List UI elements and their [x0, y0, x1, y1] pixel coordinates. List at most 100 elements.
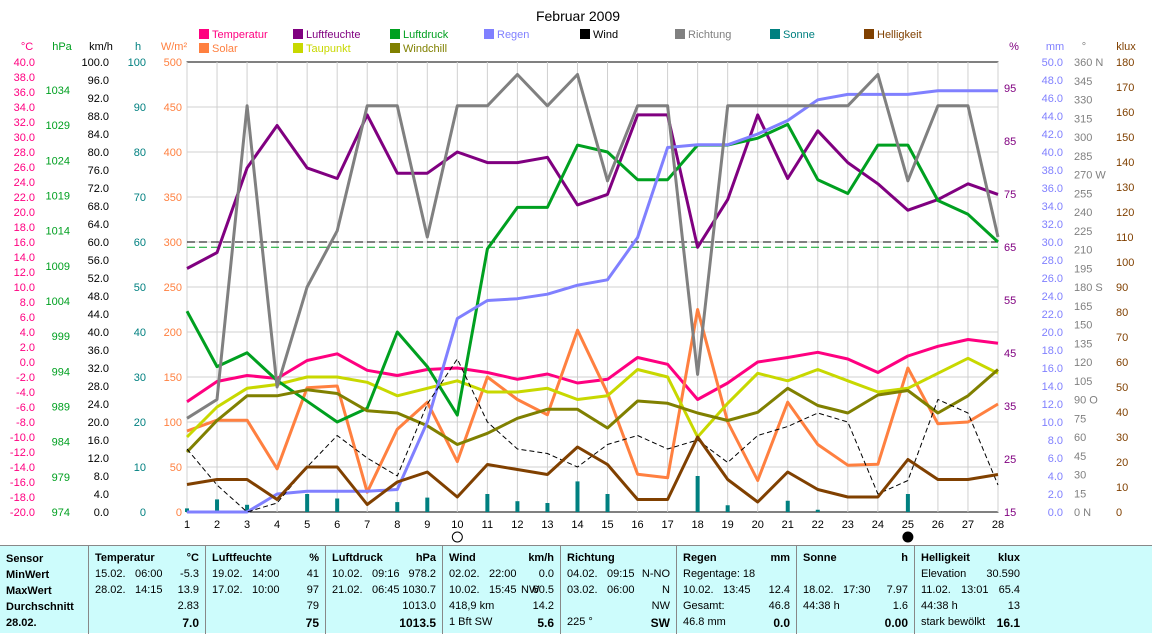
tick-label-light: 120 — [1116, 207, 1134, 219]
tick-label-light: 130 — [1116, 182, 1134, 194]
tick-label-wind: 52.0 — [88, 273, 109, 285]
tick-label-sun: 40 — [134, 327, 146, 339]
rain-unit: mm — [770, 552, 790, 564]
series-line-windchill — [185, 368, 999, 454]
tick-label-light: 90 — [1116, 282, 1128, 294]
tick-label-wind: 88.0 — [88, 111, 109, 123]
x-tick-label: 25 — [902, 519, 914, 531]
stats-rowlabels: Sensor MinWert MaxWert Durchschnitt 28.0… — [0, 546, 88, 634]
tick-label-pressure: 984 — [52, 437, 70, 449]
chart-series — [185, 73, 1000, 514]
tick-label-rain: 2.0 — [1048, 489, 1063, 501]
tick-label-temp: 22.0 — [14, 192, 35, 204]
tick-label-rain: 22.0 — [1042, 309, 1063, 321]
sun-title: Sonne — [803, 552, 837, 564]
sun-sum: 44:38 h — [803, 600, 840, 612]
tick-label-pressure: 1024 — [46, 155, 70, 167]
temp-max-time: 14:15 — [135, 584, 163, 596]
legend-swatch — [293, 29, 303, 39]
dir-max-val: N — [662, 584, 670, 596]
bar-sonne — [815, 509, 820, 512]
new-moon-icon — [451, 531, 463, 543]
tick-label-temp: 18.0 — [14, 222, 35, 234]
tick-label-wind: 24.0 — [88, 399, 109, 411]
light-max-date: 11.02. — [921, 584, 951, 596]
light-avg: 13 — [1007, 600, 1020, 612]
tick-label-humidity: 35 — [1004, 401, 1016, 413]
press-unit: hPa — [415, 552, 436, 564]
tick-label-temp: -20.0 — [10, 507, 35, 519]
tick-label-direction: 135 — [1074, 338, 1092, 350]
tick-label-light: 150 — [1116, 132, 1134, 144]
x-tick-label: 23 — [842, 519, 854, 531]
rain-current-mm: 46.8 mm — [683, 616, 726, 628]
tick-label-temp: 0.0 — [20, 357, 35, 369]
tick-label-direction: 15 — [1074, 488, 1086, 500]
x-tick-label: 27 — [962, 519, 974, 531]
sun-max-time: 17:30 — [843, 584, 871, 596]
tick-label-rain: 48.0 — [1042, 75, 1063, 87]
tick-label-rain: 44.0 — [1042, 111, 1063, 123]
legend-swatch — [770, 29, 780, 39]
press-title: Luftdruck — [332, 552, 383, 564]
x-tick-label: 5 — [304, 519, 310, 531]
tick-label-rain: 30.0 — [1042, 237, 1063, 249]
tick-label-solar: 400 — [164, 147, 182, 159]
x-tick-label: 3 — [244, 519, 250, 531]
x-tick-label: 2 — [214, 519, 220, 531]
tick-label-sun: 30 — [134, 372, 146, 384]
tick-label-rain: 16.0 — [1042, 363, 1063, 375]
tick-label-solar: 50 — [170, 462, 182, 474]
temp-max-date: 28.02. — [95, 584, 126, 596]
tick-label-rain: 24.0 — [1042, 291, 1063, 303]
tick-label-temp: -4.0 — [16, 387, 35, 399]
tick-label-wind: 64.0 — [88, 219, 109, 231]
tick-label-wind: 80.0 — [88, 147, 109, 159]
legend-label: Helligkeit — [877, 29, 922, 41]
tick-label-rain: 42.0 — [1042, 129, 1063, 141]
tick-label-direction: 285 — [1074, 151, 1092, 163]
rain-current: 0.0 — [773, 616, 790, 630]
full-moon-icon — [902, 531, 914, 543]
chart-title: Februar 2009 — [536, 8, 620, 24]
light-title: Helligkeit — [921, 552, 970, 564]
tick-label-humidity: 25 — [1004, 454, 1016, 466]
bar-sonne — [725, 505, 730, 512]
unit-label-sun: h — [135, 41, 141, 53]
x-tick-label: 18 — [692, 519, 704, 531]
tick-label-direction: 360 N — [1074, 57, 1103, 69]
temp-title: Temperatur — [95, 552, 155, 564]
dir-max-time: 06:00 — [607, 584, 635, 596]
tick-label-wind: 8.0 — [94, 471, 109, 483]
tick-label-temp: 26.0 — [14, 162, 35, 174]
header-label: Sensor — [6, 553, 44, 565]
series-line-richtung — [186, 73, 1000, 420]
unit-label-wind: km/h — [89, 41, 113, 53]
rain-days: Regentage: 18 — [683, 568, 756, 580]
tick-label-solar: 500 — [164, 57, 182, 69]
tick-label-direction: 60 — [1074, 432, 1086, 444]
min-label: MinWert — [6, 569, 50, 581]
hum-current: 75 — [305, 616, 319, 630]
tick-label-temp: -8.0 — [16, 417, 35, 429]
tick-label-temp: 34.0 — [14, 102, 35, 114]
tick-label-light: 50 — [1116, 382, 1128, 394]
press-min-val: 978.2 — [408, 568, 436, 580]
x-tick-label: 19 — [722, 519, 734, 531]
tick-label-temp: 12.0 — [14, 267, 35, 279]
temp-current: 7.0 — [182, 616, 199, 630]
tick-label-pressure: 1009 — [46, 261, 70, 273]
tick-label-direction: 225 — [1074, 226, 1092, 238]
tick-label-rain: 50.0 — [1042, 57, 1063, 69]
tick-label-direction: 180 S — [1074, 282, 1103, 294]
unit-label-direction: ° — [1082, 41, 1086, 53]
tick-label-direction: 195 — [1074, 263, 1092, 275]
hum-min-date: 19.02. — [212, 568, 243, 580]
light-unit: klux — [997, 552, 1020, 564]
tick-label-direction: 0 N — [1074, 507, 1091, 519]
tick-label-temp: -12.0 — [10, 447, 35, 459]
dir-min-date: 04.02. — [567, 568, 598, 580]
legend-label: Luftdruck — [403, 29, 449, 41]
tick-label-pressure: 1029 — [46, 120, 70, 132]
bar-sonne — [425, 497, 430, 512]
